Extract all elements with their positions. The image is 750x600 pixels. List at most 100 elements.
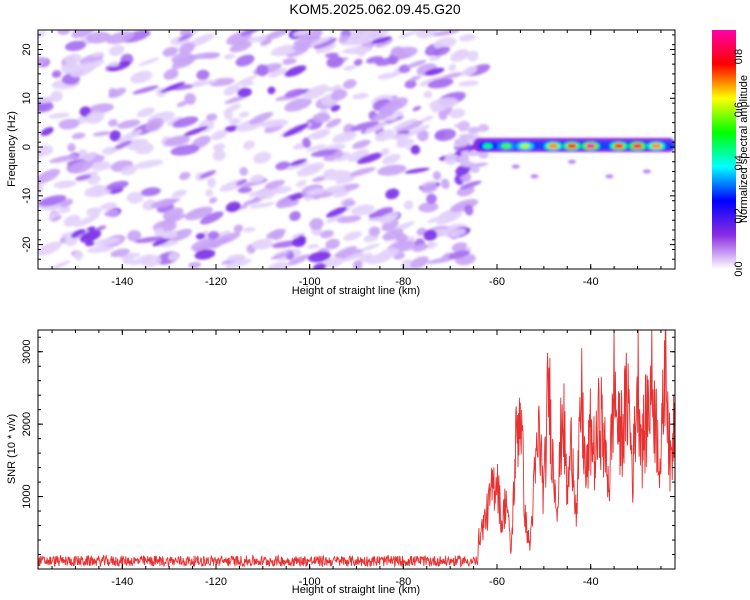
noise-blob: [461, 66, 478, 77]
noise-blob: [325, 118, 342, 128]
noise-blob: [454, 123, 469, 128]
noise-blob: [337, 248, 365, 260]
noise-blob: [235, 54, 255, 67]
noise-blob: [451, 242, 468, 253]
noise-blob: [448, 250, 471, 259]
noise-blob: [208, 197, 218, 204]
noise-blob: [307, 251, 331, 263]
noise-blob: [326, 86, 338, 92]
noise-blob: [239, 167, 248, 176]
noise-blob: [320, 230, 334, 239]
noise-blob: [343, 231, 362, 241]
noise-blob: [162, 46, 179, 57]
noise-blob: [176, 101, 188, 107]
noise-blob: [49, 154, 78, 163]
noise-blob: [309, 218, 324, 230]
noise-blob: [207, 231, 220, 240]
noise-blob: [448, 108, 466, 119]
noise-blob: [333, 190, 349, 198]
noise-blob: [353, 58, 363, 66]
noise-blob: [333, 150, 344, 158]
noise-blob: [315, 43, 337, 54]
x-tick-label: -120: [205, 276, 227, 288]
noise-blob: [130, 70, 153, 84]
y-tick-label: 1000: [21, 484, 33, 508]
noise-blob: [404, 79, 417, 89]
noise-blob: [188, 261, 202, 269]
noise-blob: [228, 118, 241, 125]
noise-blob: [150, 198, 177, 209]
noise-blob: [406, 124, 430, 137]
noise-blob: [53, 180, 77, 189]
noise-blob: [293, 35, 321, 47]
noise-blob: [332, 131, 357, 144]
colorbar: 0.0 0.2 0.4 0.6 0.8 Normalized spectral ampl…: [712, 30, 750, 277]
noise-blob: [199, 170, 217, 179]
noise-blob: [378, 100, 402, 116]
noise-blob: [223, 53, 236, 60]
noise-blob: [377, 164, 407, 176]
noise-blob: [229, 41, 252, 53]
noise-blob: [284, 88, 305, 98]
noise-blob: [73, 250, 84, 261]
noise-blob: [334, 245, 358, 258]
noise-blob: [69, 62, 96, 78]
noise-blob: [109, 130, 121, 142]
x-tick-label: -140: [111, 276, 133, 288]
noise-blob: [136, 107, 155, 118]
noise-blob: [382, 228, 404, 241]
x-tick-label: -40: [583, 276, 599, 288]
noise-blob: [108, 61, 120, 67]
noise-blob: [406, 59, 427, 68]
noise-blob: [140, 187, 161, 197]
noise-blob: [134, 142, 154, 155]
noise-blob: [464, 204, 474, 216]
noise-blob: [429, 55, 442, 61]
noise-blob: [444, 152, 459, 166]
noise-blob: [427, 216, 444, 224]
noise-blob: [38, 195, 67, 207]
noise-blob: [191, 80, 207, 87]
noise-blob: [63, 214, 81, 227]
noise-blob: [390, 46, 405, 57]
noise-blob: [385, 115, 398, 121]
snr-y-axis: 1000 2000 3000: [21, 336, 675, 556]
noise-blob: [38, 241, 62, 256]
noise-blob: [284, 65, 307, 77]
noise-blob: [71, 132, 86, 140]
noise-blob: [270, 44, 299, 57]
noise-blob: [412, 243, 429, 252]
noise-blob: [170, 144, 200, 156]
noise-blob: [379, 211, 399, 224]
noise-blob: [224, 125, 239, 132]
noise-blob: [190, 52, 221, 60]
noise-blob: [117, 119, 141, 129]
noise-blob: [380, 148, 390, 156]
noise-blob: [164, 135, 191, 146]
noise-blob: [138, 57, 160, 66]
noise-blob: [206, 239, 223, 249]
noise-blob: [233, 224, 244, 233]
noise-blob: [38, 182, 44, 193]
ridge-drop: [605, 174, 614, 179]
noise-blob: [307, 244, 320, 249]
spectrogram-y-axis-label: Frequency (Hz): [6, 111, 18, 187]
noise-blob: [371, 36, 392, 45]
noise-blob: [40, 127, 54, 136]
noise-blob: [161, 230, 178, 239]
noise-blob: [178, 42, 195, 55]
y-tick-label: -10: [21, 188, 33, 204]
noise-blob: [309, 35, 333, 47]
noise-blob: [430, 30, 460, 37]
noise-blob: [267, 86, 276, 95]
noise-blob: [223, 84, 241, 96]
noise-blob: [438, 110, 448, 121]
noise-blob: [287, 161, 309, 171]
noise-blob: [177, 33, 194, 42]
noise-blob: [87, 175, 101, 185]
noise-blob: [227, 254, 246, 262]
signal-ridge: [473, 138, 675, 179]
noise-blob: [134, 159, 164, 169]
noise-blob: [93, 184, 104, 196]
